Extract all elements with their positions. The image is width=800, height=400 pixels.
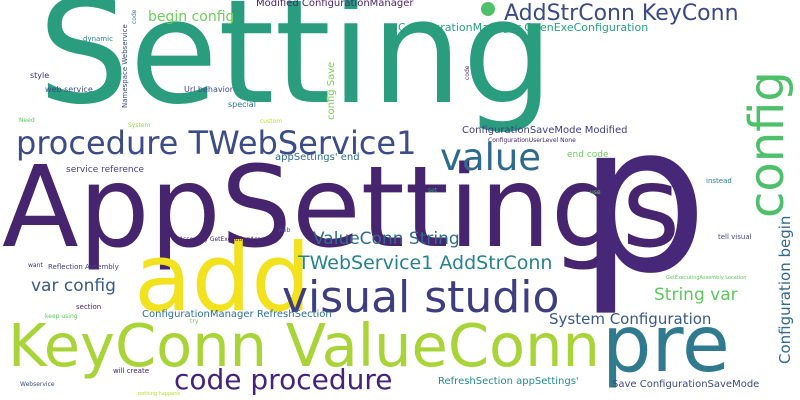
word-tell-visual: tell visual [718, 233, 752, 241]
word-code-vertical-1: code [464, 65, 471, 80]
word-namespace-webservice: Namespace Webservice [121, 24, 129, 108]
word-web: web [278, 227, 291, 234]
word-reflection-assembly: Reflection Assembly [48, 263, 119, 271]
word-procedure-twebservice1: procedure TWebService1 [16, 124, 417, 162]
word-set: set [428, 187, 438, 194]
word-assembly-getexecutingassembly: Assembly GetExecutingAssembly [179, 236, 280, 243]
word-style: style [30, 71, 50, 80]
word-custom: custom [260, 118, 283, 125]
word-string-var: String var [654, 285, 738, 305]
word-need: Need [19, 117, 35, 124]
dot-mark [481, 2, 495, 16]
word-getexecutingassembly-location: GetExecutingAssembly Location [666, 275, 747, 281]
word-configuration-begin: Configuration begin [776, 215, 794, 364]
word-keyconn-valueconn: KeyConn ValueConn [8, 311, 600, 380]
word-service-reference: service reference [66, 165, 145, 175]
word-section: section [76, 303, 102, 311]
word-add: add [134, 224, 311, 333]
word-visual-studio: visual studio [282, 272, 560, 323]
word-config-vertical: config [739, 71, 795, 218]
word-save-configurationsavemode: Save ConfigurationSaveMode [612, 379, 760, 390]
word-web-service: web service [45, 85, 93, 94]
word-configurationuserlevel-none: ConfigurationUserLevel None [488, 137, 576, 144]
word-addstrconn-keyconn: AddStrConn KeyConn [504, 1, 739, 26]
word-instead: instead [706, 177, 732, 185]
word-will-create: will create [113, 367, 150, 375]
word-valueconn-string: ValueConn String [313, 229, 460, 249]
word-configurationmanager-openexeconfiguration: ConfigurationManager OpenExeConfiguratio… [398, 21, 649, 34]
word-code-procedure: code procedure [174, 363, 393, 396]
word-appsettings: AppSettings [2, 143, 681, 273]
word-use: use [590, 189, 601, 196]
word-p: p [578, 81, 709, 319]
word-keep-using: keep using [45, 313, 78, 320]
word-config-save: config Save [326, 61, 337, 120]
word-appsettings-end: appSettings' end [275, 152, 360, 163]
word-twebservice1-addstrconn: TWebService1 AddStrConn [298, 252, 553, 274]
word-refreshsection-appsettings: RefreshSection appSettings' [438, 376, 579, 387]
word-var-config: var config [31, 276, 116, 296]
word-configurationmanager-refreshsection: ConfigurationManager RefreshSection [142, 309, 332, 320]
word-want: want [28, 262, 43, 269]
word-system: System [128, 122, 151, 129]
word-end-code: end code [567, 150, 609, 160]
word-url-behavior: Url behavior [184, 85, 234, 94]
word-value: value [440, 136, 542, 179]
word-nothing-happens: nothing happens [138, 391, 181, 397]
word-code-vertical-2: code [131, 9, 138, 24]
word-system-configuration: System Configuration [549, 310, 712, 328]
word-configurationsavemode-modified: ConfigurationSaveMode Modified [462, 125, 628, 136]
word-special: special [228, 100, 256, 109]
word-pre: pre [602, 300, 730, 390]
word-try: try [190, 318, 199, 325]
word-setting: Setting [38, 0, 554, 136]
word-webservice: Webservice [20, 381, 55, 388]
word-modified-configurationmanager: Modified ConfigurationManager [256, 0, 414, 9]
word-begin-config: begin config [148, 9, 235, 25]
word-dynamic: dynamic [83, 35, 113, 43]
